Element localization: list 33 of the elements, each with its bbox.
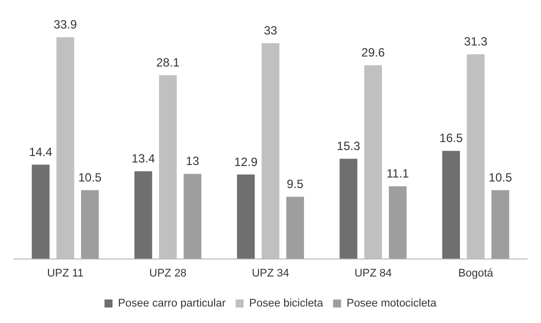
legend-label: Posee motocicleta (346, 298, 438, 310)
x-tick-label: Bogotá (458, 267, 494, 280)
data-label: 31.3 (464, 34, 488, 48)
data-label: 10.5 (488, 170, 512, 184)
data-label: 14.4 (28, 144, 53, 159)
bar (491, 190, 510, 259)
data-label: 11.1 (386, 166, 410, 181)
bar (237, 174, 255, 259)
bar (286, 196, 304, 259)
data-label: 15.3 (336, 139, 360, 154)
data-label: 16.5 (439, 131, 464, 146)
data-label: 12.9 (234, 154, 258, 169)
x-tick-label: UPZ 34 (252, 267, 290, 280)
x-tick-label: UPZ 11 (47, 267, 84, 280)
data-label: 13.4 (132, 152, 156, 166)
data-label: 28.1 (156, 55, 180, 70)
data-label: 33.9 (54, 18, 78, 32)
bar (388, 186, 407, 259)
data-label: 13 (186, 154, 200, 168)
bar (81, 190, 99, 259)
bar (184, 174, 202, 259)
bar (340, 158, 358, 259)
x-tick-label: UPZ 84 (354, 267, 392, 280)
bar (134, 171, 152, 259)
bar (32, 164, 50, 259)
data-label: 29.6 (361, 46, 386, 60)
x-tick-label: UPZ 28 (149, 267, 187, 280)
legend-label: Posee carro particular (118, 298, 226, 310)
data-label: 9.5 (286, 177, 304, 192)
data-label: 10.5 (78, 170, 102, 184)
bar (442, 150, 460, 259)
data-label: 33 (264, 23, 278, 38)
legend-label: Posee bicicleta (249, 298, 324, 310)
